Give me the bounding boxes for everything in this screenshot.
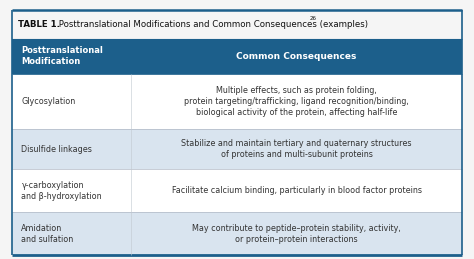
Bar [12,74,462,129]
Text: Stabilize and maintain tertiary and quaternary structures
of proteins and multi-: Stabilize and maintain tertiary and quat… [182,139,412,159]
Bar [12,169,462,212]
Bar [12,212,462,255]
Text: Glycosylation: Glycosylation [21,97,76,106]
Text: Facilitate calcium binding, particularly in blood factor proteins: Facilitate calcium binding, particularly… [172,186,422,195]
Text: Amidation
and sulfation: Amidation and sulfation [21,224,73,244]
Text: Posttranslational Modifications and Common Consequences (examples): Posttranslational Modifications and Comm… [56,20,368,29]
Text: Multiple effects, such as protein folding,
protein targeting/trafficking, ligand: Multiple effects, such as protein foldin… [184,86,409,117]
Text: Posttranslational
Modification: Posttranslational Modification [21,46,103,66]
Bar [12,10,462,39]
Text: Disulfide linkages: Disulfide linkages [21,145,92,154]
Text: γ-carboxylation
and β-hydroxylation: γ-carboxylation and β-hydroxylation [21,181,102,201]
Text: May contribute to peptide–protein stability, activity,
or protein–protein intera: May contribute to peptide–protein stabil… [192,224,401,244]
Bar [12,129,462,169]
Bar [12,39,462,74]
Text: TABLE 1.: TABLE 1. [18,20,60,29]
Text: 26: 26 [310,16,317,21]
Text: Common Consequences: Common Consequences [237,52,357,61]
